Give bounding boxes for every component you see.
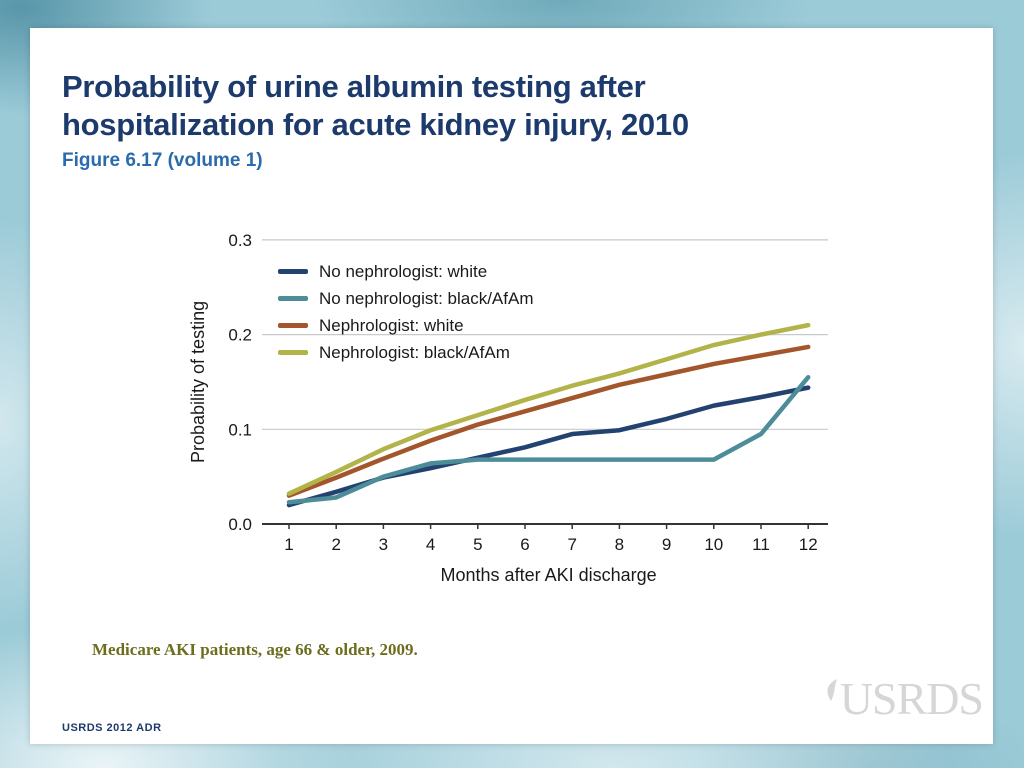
page-title-line2: hospitalization for acute kidney injury,… (62, 107, 689, 142)
legend-item: Nephrologist: black/AfAm (278, 339, 534, 366)
legend-label: No nephrologist: white (319, 261, 488, 281)
svg-text:1: 1 (284, 535, 293, 554)
note-text: Medicare AKI patients, age 66 & older, 2… (92, 640, 418, 659)
legend-item: No nephrologist: black/AfAm (278, 285, 534, 312)
svg-text:Probability of testing: Probability of testing (188, 301, 208, 463)
svg-text:11: 11 (752, 535, 770, 554)
usrds-watermark: USRDS (824, 673, 984, 724)
svg-text:0.3: 0.3 (228, 231, 252, 250)
svg-text:3: 3 (379, 535, 388, 554)
footer-text: USRDS 2012 ADR (62, 722, 162, 734)
figure-subtitle: Figure 6.17 (volume 1) (62, 150, 263, 171)
legend-swatch (278, 350, 308, 355)
svg-text:9: 9 (662, 535, 671, 554)
legend-label: No nephrologist: black/AfAm (319, 288, 534, 308)
usrds-watermark-text: USRDS (839, 673, 984, 724)
slide: Probability of urine albumin testing aft… (30, 28, 993, 744)
leaf-icon (827, 679, 837, 701)
svg-text:7: 7 (567, 535, 576, 554)
svg-text:0.0: 0.0 (228, 515, 252, 534)
svg-text:2: 2 (331, 535, 340, 554)
legend-item: Nephrologist: white (278, 312, 534, 339)
svg-text:0.1: 0.1 (228, 420, 252, 439)
svg-text:Months after AKI discharge: Months after AKI discharge (441, 565, 657, 585)
svg-text:6: 6 (520, 535, 529, 554)
chart: 1 2 3 4 5 6 7 8 9 10 11 12 0.0 0.1 0.2 0.3 Months after … (180, 222, 850, 600)
svg-text:8: 8 (615, 535, 624, 554)
svg-text:12: 12 (799, 535, 818, 554)
chart-legend: No nephrologist: white No nephrologist: … (278, 258, 534, 366)
svg-text:10: 10 (704, 535, 723, 554)
svg-text:4: 4 (426, 535, 435, 554)
svg-text:0.2: 0.2 (228, 326, 252, 345)
page-title: Probability of urine albumin testing aft… (62, 68, 942, 144)
legend-swatch (278, 269, 308, 274)
page-title-line1: Probability of urine albumin testing aft… (62, 69, 646, 104)
legend-label: Nephrologist: white (319, 315, 464, 335)
legend-item: No nephrologist: white (278, 258, 534, 285)
legend-swatch (278, 323, 308, 328)
legend-swatch (278, 296, 308, 301)
legend-label: Nephrologist: black/AfAm (319, 342, 510, 362)
svg-text:5: 5 (473, 535, 482, 554)
